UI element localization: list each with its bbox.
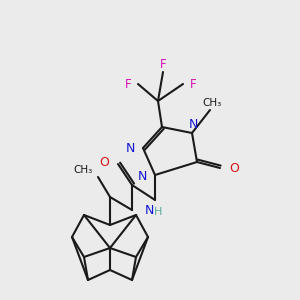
Text: F: F [124, 77, 131, 91]
Text: O: O [99, 157, 109, 169]
Text: N: N [138, 169, 147, 182]
Text: N: N [188, 118, 198, 131]
Text: F: F [190, 77, 196, 91]
Text: CH₃: CH₃ [74, 165, 93, 175]
Text: CH₃: CH₃ [202, 98, 222, 108]
Text: H: H [154, 207, 162, 217]
Text: F: F [160, 58, 166, 71]
Text: O: O [229, 161, 239, 175]
Text: N: N [126, 142, 135, 155]
Text: N: N [145, 205, 154, 218]
